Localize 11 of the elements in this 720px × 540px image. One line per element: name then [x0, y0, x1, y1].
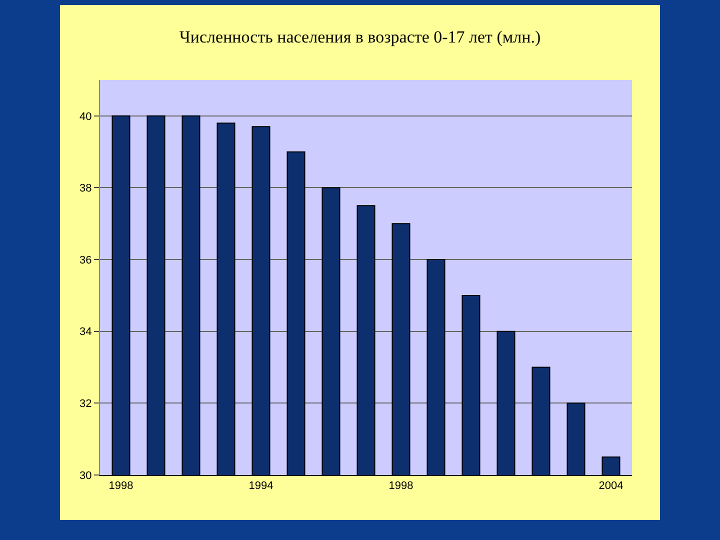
x-tick-label: 1998: [108, 480, 134, 492]
x-tick-label: 1998: [388, 480, 414, 492]
y-tick-label: 38: [80, 182, 92, 195]
y-tick-label: 32: [80, 398, 92, 410]
x-tick-label: 2004: [598, 480, 624, 492]
y-tick-label: 30: [80, 470, 92, 482]
chart-title: Численность населения в возрасте 0-17 лет (млн.): [179, 28, 541, 47]
y-tick-label: 40: [80, 110, 92, 123]
y-tick-label: 34: [80, 326, 92, 338]
y-tick-label: 36: [80, 254, 92, 266]
x-tick-label: 1994: [248, 480, 274, 492]
